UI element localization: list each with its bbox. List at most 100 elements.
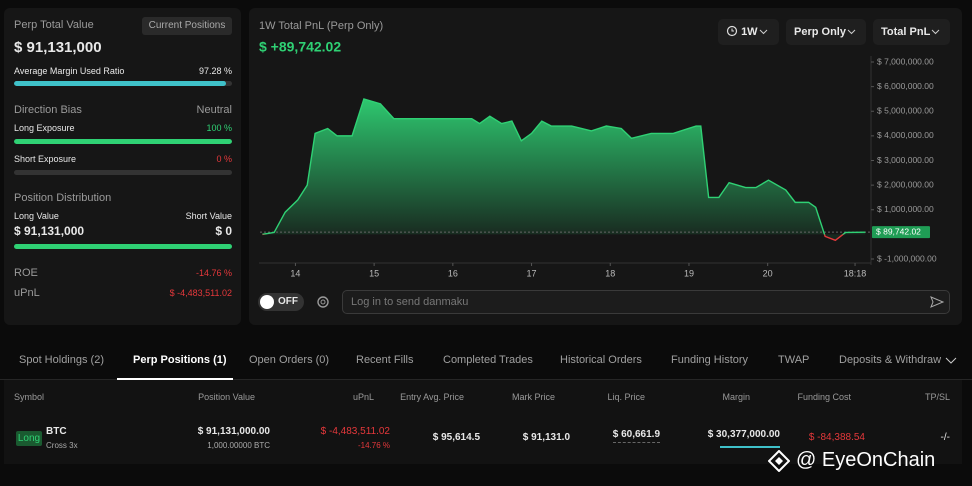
label: Long Exposure [14, 123, 75, 133]
tp-sl: -/- [940, 432, 950, 443]
metric: Total PnL [881, 26, 931, 38]
total-value: $ 91,131,000 [14, 39, 102, 56]
x-tick-label: 17 [527, 268, 537, 278]
column-header[interactable]: Margin [722, 392, 750, 402]
position-value: $ 91,131,000.00 [197, 426, 270, 437]
value: 100 % [206, 123, 232, 133]
label: Short Exposure [14, 154, 77, 164]
label: ROE [14, 267, 38, 279]
column-header[interactable]: Position Value [198, 392, 255, 402]
value: $ 0 [215, 224, 232, 238]
summary-panel [4, 8, 241, 325]
column-header[interactable]: Funding Cost [797, 392, 851, 402]
toggle-label: OFF [278, 296, 298, 307]
danmaku-toggle[interactable]: OFF [258, 293, 304, 311]
label: uPnL [14, 287, 40, 299]
tab-underline [117, 378, 233, 380]
send-icon[interactable] [929, 294, 945, 310]
side-badge: Long [16, 431, 42, 446]
y-tick-label: $ 1,000,000.00 [877, 204, 934, 214]
margin-bar [14, 81, 227, 86]
x-tick-label: 14 [290, 268, 300, 278]
value: -14.76 % [195, 268, 232, 278]
x-tick-label: 18:18 [844, 268, 867, 278]
y-tick-label: $ 7,000,000.00 [877, 56, 934, 66]
label: Short Value [185, 211, 232, 221]
size: 1,000.00000 BTC [207, 441, 270, 450]
column-header[interactable]: Liq. Price [607, 392, 645, 402]
tab[interactable]: TWAP [778, 354, 810, 366]
tabs-more[interactable] [944, 356, 958, 366]
tab[interactable]: Recent Fills [356, 354, 414, 366]
label: Average Margin Used Ratio [14, 66, 125, 76]
tab[interactable]: Perp Positions (1) [133, 354, 227, 366]
x-tick-label: 15 [369, 268, 379, 278]
tabs-divider [0, 379, 972, 380]
watermark: @ EyeOnChain [796, 449, 936, 471]
tab[interactable]: Spot Holdings (2) [19, 354, 104, 366]
y-tick-label: $ 5,000,000.00 [877, 106, 934, 116]
symbol: BTC [46, 426, 67, 437]
metric-dropdown[interactable]: Total PnL [873, 19, 950, 45]
pnl-line [262, 98, 866, 242]
y-tick-label: $ 3,000,000.00 [877, 155, 934, 165]
clock-icon [726, 25, 738, 37]
entry-price: $ 95,614.5 [432, 432, 480, 443]
scope: Perp Only [794, 26, 846, 38]
bar-track [14, 81, 232, 86]
column-header: Symbol [14, 392, 45, 402]
y-tick-label: $ 2,000,000.00 [877, 179, 934, 189]
tab[interactable]: Historical Orders [560, 354, 642, 366]
tab[interactable]: Deposits & Withdraw [839, 354, 942, 366]
chart-title: 1W Total PnL (Perp Only) [259, 20, 383, 32]
column-header: TP/SL [924, 392, 950, 402]
danmaku-input[interactable]: Log in to send danmaku [342, 290, 950, 314]
bar-track [14, 170, 232, 175]
distribution-bar [14, 244, 232, 249]
positions-button[interactable]: Current Positions [142, 17, 232, 35]
column-header[interactable]: uPnL [352, 392, 374, 402]
value: $ 91,131,000 [14, 224, 85, 238]
long-bar [14, 139, 232, 144]
period: 1W [741, 26, 758, 38]
tab[interactable]: Open Orders (0) [249, 354, 330, 366]
period-dropdown[interactable]: 1W [718, 19, 779, 45]
label: Long Value [14, 211, 59, 221]
settings-icon[interactable] [315, 294, 331, 310]
current-value-label: $ 89,742.02 [876, 226, 921, 236]
chart-subtitle: $ +89,742.02 [259, 39, 341, 55]
table [4, 380, 962, 464]
value: 97.28 % [198, 66, 232, 76]
y-tick-label: $ 6,000,000.00 [877, 81, 934, 91]
placeholder: Log in to send danmaku [351, 296, 469, 308]
x-tick-label: 20 [763, 268, 773, 278]
y-tick-label: $ 4,000,000.00 [877, 130, 934, 140]
x-tick-label: 18 [605, 268, 615, 278]
y-tick-label: $ -1,000,000.00 [877, 253, 937, 263]
column-header[interactable]: Mark Price [511, 392, 555, 402]
chart: 1W Total PnL (Perp Only) $ +89,742.02 $ … [259, 20, 937, 278]
area-fill [262, 98, 866, 241]
liq-price: $ 60,661.9 [612, 429, 660, 443]
margin-mode: Cross 3x [46, 441, 78, 450]
x-tick-label: 19 [684, 268, 694, 278]
value: $ -4,483,511.02 [169, 288, 232, 298]
mark-price: $ 91,131.0 [522, 432, 570, 443]
margin: $ 30,377,000.00 [707, 429, 780, 440]
chevrons [759, 29, 940, 35]
bar-track [14, 139, 232, 144]
value: 0 % [216, 154, 232, 164]
watermark-logo [768, 450, 790, 472]
current-value-tag [872, 226, 930, 239]
x-tick-label: 16 [448, 268, 458, 278]
funding-cost: $ -84,388.54 [808, 432, 865, 443]
value: Neutral [196, 104, 232, 116]
tab[interactable]: Completed Trades [443, 354, 533, 366]
margin-underline [720, 446, 780, 448]
column-header[interactable]: Entry Avg. Price [400, 392, 464, 402]
label: Direction Bias [14, 104, 82, 116]
label: Position Distribution [14, 192, 112, 204]
tab[interactable]: Funding History [671, 354, 749, 366]
label: Perp Total Value [14, 19, 94, 31]
